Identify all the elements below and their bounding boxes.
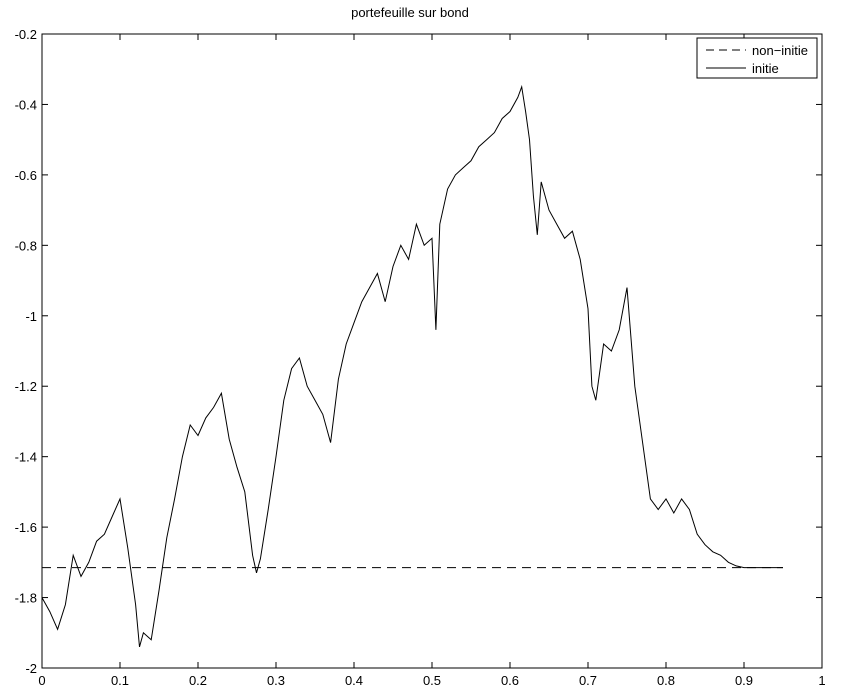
- y-tick-label: -2: [25, 661, 37, 676]
- y-tick-label: -1.6: [15, 520, 37, 535]
- x-tick-label: 1: [818, 673, 825, 688]
- x-tick-label: 0.8: [657, 673, 675, 688]
- legend-label-non-initie: non−initie: [752, 43, 808, 58]
- y-tick-label: -0.8: [15, 238, 37, 253]
- x-tick-label: 0.2: [189, 673, 207, 688]
- series-layer: [41, 84, 783, 648]
- chart-title: portefeuille sur bond: [351, 5, 469, 20]
- axis-ticks: 0 0.1 0.2 0.3 0.4 0.5 0.6 0.7 0.8 0.9 1 -0.2 -0.4 -0.…: [15, 27, 826, 688]
- x-tick-label: 0.5: [423, 673, 441, 688]
- legend-label-initie: initie: [752, 61, 779, 76]
- x-tick-label: 0.1: [111, 673, 129, 688]
- x-tick-label: 0.4: [345, 673, 363, 688]
- x-tick-label: 0.9: [735, 673, 753, 688]
- y-tick-label: -0.6: [15, 168, 37, 183]
- y-tick-label: -1.4: [15, 450, 37, 465]
- x-tick-label: 0: [38, 673, 45, 688]
- y-tick-label: -1.2: [15, 379, 37, 394]
- legend-box: [696, 37, 818, 79]
- y-tick-label: -1: [25, 309, 37, 324]
- x-tick-label: 0.7: [579, 673, 597, 688]
- series-line-initie: [41, 84, 783, 648]
- x-tick-label: 0.3: [267, 673, 285, 688]
- y-tick-label: -1.8: [15, 591, 37, 606]
- x-tick-label: 0.6: [501, 673, 519, 688]
- y-tick-label: -0.2: [15, 27, 37, 42]
- y-tick-label: -0.4: [15, 97, 37, 112]
- plot-area: [41, 33, 823, 669]
- legend: non−initie initie: [696, 37, 818, 79]
